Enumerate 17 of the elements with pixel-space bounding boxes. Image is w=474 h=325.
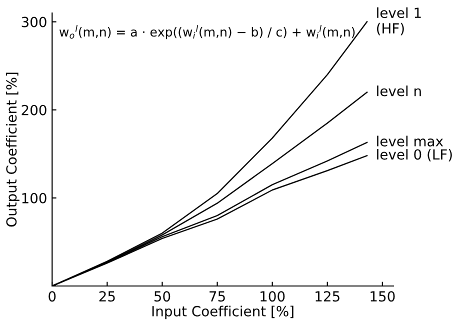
- series-label: level max: [377, 136, 444, 146]
- series-label: level n: [377, 86, 421, 96]
- y-axis-title: Output Coefficient [%]: [6, 72, 20, 227]
- y-tick-label: 200: [22, 104, 46, 116]
- series-label: level 1 (HF): [377, 7, 421, 36]
- x-tick-label: 100: [260, 291, 285, 302]
- series-label: level 0 (LF): [377, 148, 452, 162]
- x-tick-label: 25: [99, 291, 115, 302]
- x-tick-label: 50: [154, 291, 170, 302]
- x-tick-label: 150: [370, 291, 395, 302]
- y-tick-label: 300: [22, 16, 46, 28]
- x-axis-title: Input Coefficient [%]: [152, 306, 294, 320]
- y-tick-label: 100: [22, 192, 46, 204]
- x-tick-label: 0: [48, 291, 56, 302]
- x-tick-label: 125: [316, 291, 340, 302]
- text: w$_{o}$$^{l}$(m,n) = a · exp((w$_{i}$$^{l}$(m,n) − b) / c) + w$_{i}$$^{l}$(m,n): [59, 25, 355, 40]
- x-tick-label: 75: [210, 291, 225, 302]
